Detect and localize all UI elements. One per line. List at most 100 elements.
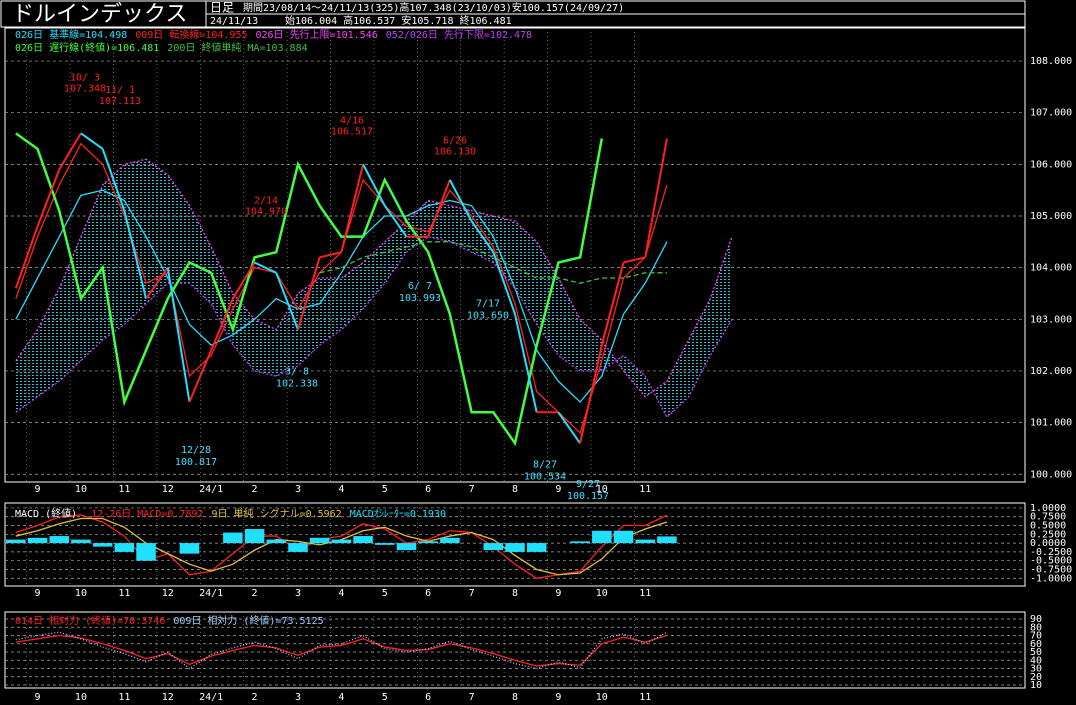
oscillator-bar	[592, 530, 612, 544]
annotation-value: 107.113	[99, 96, 141, 107]
series-line	[15, 631, 668, 670]
x-tick-label: 9	[35, 692, 41, 703]
legend-entry: 026日 先行上限=101.546	[256, 28, 378, 41]
price-segment	[101, 148, 126, 212]
x-tick-label: 10	[75, 484, 87, 495]
cloud-fill	[449, 205, 472, 253]
x-tick-label: 11	[118, 484, 130, 495]
y-tick-label: 105.000	[1030, 211, 1072, 222]
y-tick-label: -0.5000	[1030, 556, 1072, 567]
x-tick-label: 7	[469, 484, 475, 495]
y-tick-label: -0.2500	[1030, 547, 1072, 558]
oscillator-bar	[418, 541, 438, 544]
price-segment	[188, 349, 213, 403]
price-segment	[644, 138, 668, 258]
x-tick-label: 6	[425, 692, 431, 703]
x-tick-label: 12	[162, 484, 174, 495]
price-segment	[275, 272, 299, 330]
annotation-date: 6/ 7	[408, 281, 432, 292]
y-tick-label: -1.0000	[1030, 573, 1072, 584]
price-segment	[58, 132, 82, 171]
x-tick-label: 3	[295, 692, 301, 703]
x-tick-label: 12	[162, 588, 174, 599]
cloud-fill	[493, 216, 515, 289]
annotation-date: 3/ 8	[285, 366, 309, 377]
annotation-date: 12/28	[181, 445, 211, 456]
annotation-date: 4/16	[340, 116, 364, 127]
x-tick-label: 11	[118, 588, 130, 599]
y-tick-label: 0.5000	[1030, 521, 1066, 532]
price-segment	[166, 267, 191, 403]
oscillator-bar	[570, 541, 590, 544]
legend-entry: 200日 終値単純 MA=103.884	[167, 41, 307, 54]
oscillator-bar	[114, 543, 135, 552]
y-tick-label: 101.000	[1030, 418, 1072, 429]
x-tick-label: 24/1	[199, 692, 223, 703]
cloud-fill	[37, 288, 60, 397]
x-tick-label: 2	[252, 692, 258, 703]
legend-entry: 026日 遅行線(終値)=106.481	[15, 41, 159, 54]
price-segment	[232, 261, 256, 300]
annotation-value: 102.338	[276, 378, 318, 389]
oscillator-bar	[49, 536, 70, 544]
y-tick-label: 60	[1030, 639, 1042, 650]
cloud-fill	[558, 277, 581, 371]
y-tick-label: 0.2500	[1030, 529, 1066, 540]
series-line	[15, 235, 733, 419]
y-tick-label: 106.000	[1030, 159, 1072, 170]
oscillator-bar	[526, 543, 547, 552]
x-tick-label: 24/1	[199, 588, 223, 599]
x-tick-label: 7	[469, 692, 475, 703]
x-tick-label: 10	[75, 692, 87, 703]
x-tick-label: 10	[596, 588, 608, 599]
y-tick-label: 0.0000	[1030, 538, 1066, 549]
x-tick-label: 12	[162, 692, 174, 703]
x-tick-label: 11	[639, 692, 651, 703]
cloud-fill	[580, 319, 602, 371]
oscillator-bar	[92, 543, 113, 547]
price-segment	[80, 132, 104, 150]
y-tick-label: 103.000	[1030, 314, 1072, 325]
x-tick-label: 9	[555, 692, 561, 703]
price-segment	[492, 251, 516, 315]
cloud-fill	[341, 262, 364, 330]
annotation-value: 100.817	[175, 457, 217, 468]
cloud-fill	[384, 221, 407, 284]
annotation-value: 106.517	[331, 127, 373, 138]
cloud-fill	[124, 159, 147, 325]
annotation-value: 100.534	[524, 472, 566, 483]
chart-title: ドルインデックス	[12, 2, 187, 27]
oscillator-bar	[136, 543, 156, 561]
price-segment	[557, 411, 581, 444]
y-tick-label: -0.7500	[1030, 564, 1072, 575]
oscillator-bar	[483, 543, 504, 551]
oscillator-bar	[635, 539, 655, 544]
oscillator-bar	[223, 532, 243, 544]
x-tick-label: 9	[35, 484, 41, 495]
x-tick-label: 9	[35, 588, 41, 599]
y-tick-label: 70	[1030, 631, 1042, 642]
price-segment	[362, 163, 386, 207]
ohlc-info: 始106.004 高106.537 安105.718 終106.481	[285, 14, 512, 27]
y-tick-label: 80	[1030, 622, 1042, 633]
legend-entry: 009日 転換線=104.955	[135, 28, 247, 41]
oscillator-bar	[6, 539, 26, 544]
y-tick-label: 102.000	[1030, 366, 1072, 377]
price-segment	[623, 256, 646, 264]
x-tick-label: 6	[425, 484, 431, 495]
cloud-fill	[645, 376, 667, 418]
price-segment	[427, 179, 451, 238]
y-tick-label: 20	[1030, 672, 1042, 683]
x-tick-label: 3	[295, 484, 301, 495]
x-tick-label: 3	[295, 588, 301, 599]
info-row	[205, 13, 1026, 28]
price-segment	[514, 313, 538, 413]
y-tick-label: 100.000	[1030, 469, 1072, 480]
price-segment	[579, 344, 603, 444]
annotation-value: 106.130	[434, 147, 476, 158]
oscillator-bar	[375, 543, 395, 545]
plot-frame	[4, 611, 1026, 689]
cloud-fill	[189, 205, 212, 304]
annotation-date: 11/ 1	[105, 85, 135, 96]
